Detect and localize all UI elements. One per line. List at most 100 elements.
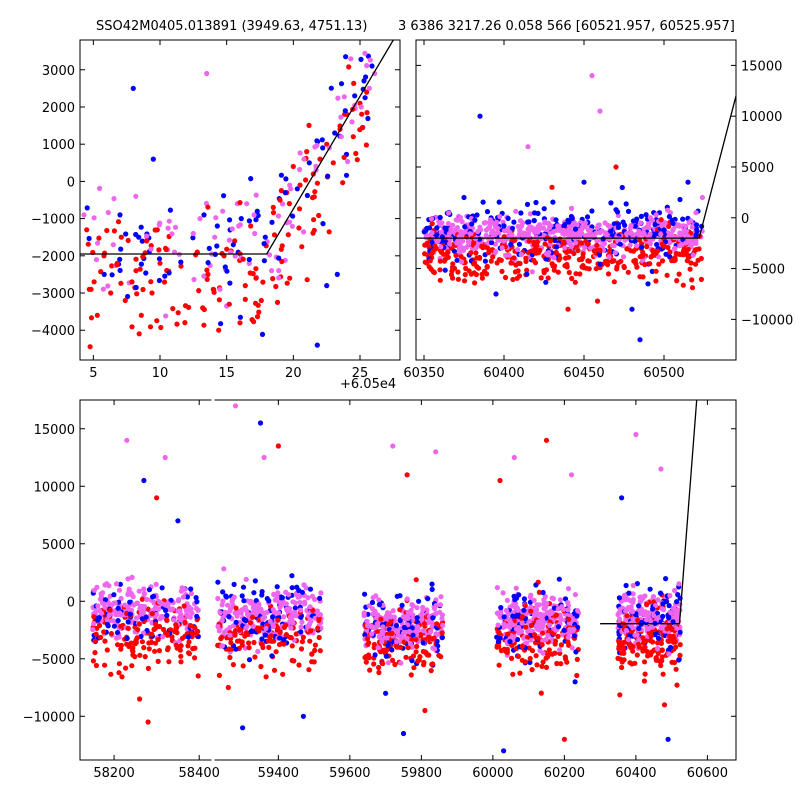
- data-point-red: [695, 257, 701, 263]
- data-point-pink: [292, 610, 298, 616]
- data-point-pink: [384, 616, 390, 622]
- data-point-blue: [399, 602, 405, 609]
- data-point-pink: [638, 611, 644, 617]
- data-point-red: [619, 650, 625, 656]
- data-point-red: [438, 249, 445, 255]
- y-tick-label: −2000: [31, 250, 75, 265]
- data-point-red: [473, 250, 479, 256]
- data-point-pink: [459, 245, 465, 251]
- data-point-red: [303, 177, 309, 183]
- data-point-red: [359, 111, 365, 117]
- data-point-pink: [398, 660, 404, 666]
- data-point-pink: [645, 626, 652, 632]
- data-point-pink: [585, 227, 592, 233]
- data-point-blue: [608, 228, 614, 234]
- data-point-red: [248, 223, 254, 229]
- data-point-pink: [497, 614, 503, 620]
- data-point-red: [330, 160, 336, 166]
- data-point-blue: [167, 207, 173, 213]
- data-point-red: [458, 253, 464, 260]
- data-point-blue: [141, 477, 147, 484]
- data-point-red: [516, 273, 523, 279]
- data-point-pink: [373, 593, 379, 599]
- data-point-red: [572, 279, 578, 285]
- data-point-blue: [495, 639, 501, 645]
- data-point-red: [216, 297, 222, 303]
- data-point-pink: [410, 612, 416, 618]
- data-point-pink: [668, 231, 674, 237]
- data-point-red: [497, 477, 503, 484]
- data-point-pink: [97, 185, 103, 191]
- data-point-blue: [383, 653, 389, 659]
- data-point-pink: [513, 585, 519, 591]
- data-point-red: [306, 122, 312, 128]
- data-point-pink: [234, 613, 240, 619]
- data-point-red: [558, 661, 564, 667]
- y-tick-label: 10000: [34, 480, 75, 495]
- data-point-red: [93, 631, 99, 637]
- data-point-red: [517, 260, 523, 267]
- data-point-pink: [519, 620, 525, 626]
- data-point-pink: [307, 604, 313, 610]
- data-point-pink: [433, 449, 439, 455]
- data-point-pink: [111, 196, 117, 202]
- data-point-red: [519, 614, 525, 620]
- data-point-blue: [115, 618, 121, 624]
- data-point-pink: [500, 590, 506, 596]
- data-point-red: [146, 640, 152, 646]
- data-point-red: [635, 641, 642, 648]
- data-point-red: [84, 227, 90, 233]
- data-point-blue: [125, 619, 131, 625]
- data-point-pink: [270, 607, 276, 613]
- data-point-red: [585, 241, 591, 247]
- data-point-red: [451, 265, 458, 271]
- data-point-pink: [345, 158, 351, 165]
- data-point-red: [145, 719, 151, 725]
- data-point-pink: [646, 225, 652, 231]
- y-tick-label: −10000: [741, 313, 793, 328]
- data-point-red: [496, 662, 502, 668]
- data-point-blue: [124, 635, 130, 642]
- data-point-blue: [143, 270, 149, 276]
- data-point-blue: [114, 630, 121, 636]
- data-point-pink: [112, 600, 118, 606]
- data-point-pink: [628, 230, 634, 236]
- data-point-pink: [290, 599, 296, 605]
- data-point-blue: [123, 231, 129, 237]
- data-point-blue: [376, 602, 382, 608]
- data-point-red: [226, 301, 232, 307]
- data-point-pink: [690, 252, 696, 258]
- data-point-red: [92, 650, 98, 656]
- figure-title-right: 3 6386 3217.26 0.058 566 [60521.957, 605…: [398, 19, 735, 34]
- data-point-red: [397, 644, 403, 651]
- data-point-pink: [251, 604, 257, 610]
- data-point-red: [426, 264, 432, 270]
- data-point-red: [128, 640, 134, 646]
- y-tick-label: 15000: [34, 423, 75, 438]
- data-point-red: [539, 642, 545, 648]
- data-point-red: [317, 648, 323, 654]
- data-point-red: [239, 639, 245, 645]
- data-point-red: [196, 288, 202, 294]
- data-point-red: [290, 163, 296, 170]
- data-point-red: [413, 577, 419, 583]
- data-point-red: [617, 692, 623, 698]
- data-point-red: [614, 264, 620, 270]
- data-point-blue: [111, 592, 117, 598]
- data-point-blue: [223, 593, 229, 599]
- data-point-red: [364, 89, 370, 95]
- data-point-red: [149, 611, 155, 617]
- data-point-blue: [663, 576, 669, 582]
- data-point-blue: [666, 603, 672, 609]
- data-point-red: [642, 671, 648, 677]
- data-point-pink: [402, 629, 408, 636]
- data-point-pink: [388, 614, 394, 620]
- x-tick-label: 59400: [258, 766, 299, 781]
- data-point-blue: [224, 268, 230, 274]
- data-point-blue: [117, 581, 123, 587]
- data-point-pink: [226, 237, 232, 243]
- data-point-red: [429, 221, 435, 227]
- data-point-blue: [259, 592, 265, 598]
- data-point-pink: [565, 586, 572, 592]
- data-point-red: [621, 263, 627, 270]
